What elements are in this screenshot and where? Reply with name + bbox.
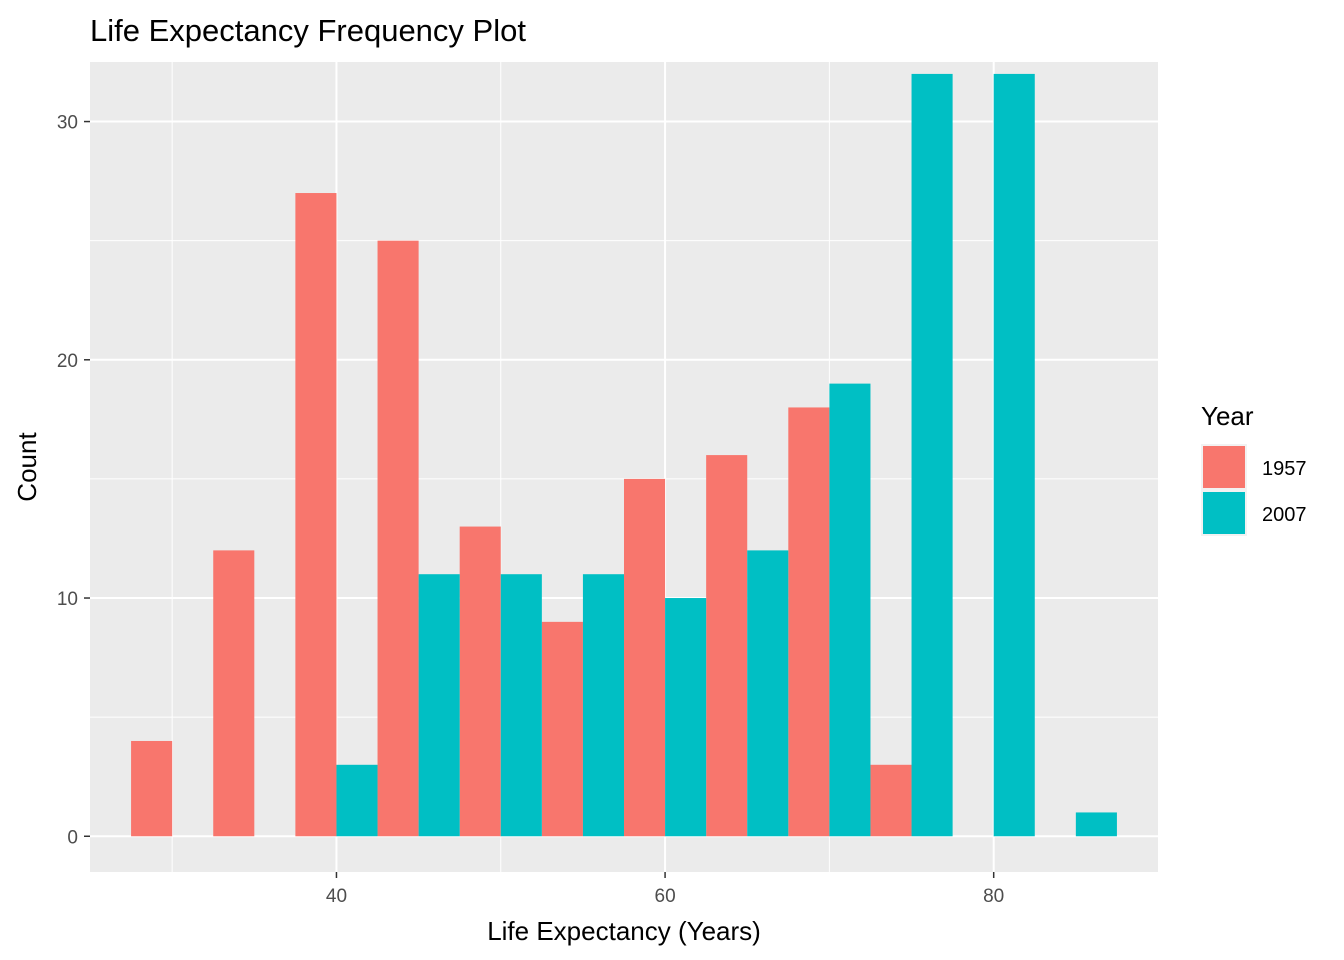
bars: [131, 73, 1117, 837]
bar-1957: [459, 526, 501, 837]
x-tick-label: 80: [983, 886, 1004, 907]
bar-1957: [624, 478, 666, 837]
bar-2007: [829, 383, 871, 837]
bar-2007: [336, 764, 378, 837]
x-tick-label: 60: [655, 886, 676, 907]
bar-2007: [500, 574, 542, 837]
bar-1957: [541, 621, 583, 837]
x-axis-title: Life Expectancy (Years): [487, 916, 761, 946]
bar-1957: [131, 740, 173, 837]
bar-2007: [582, 574, 624, 837]
bar-2007: [993, 73, 1035, 837]
x-tick-label: 40: [326, 886, 347, 907]
bar-1957: [788, 407, 830, 837]
bar-1957: [295, 193, 337, 837]
bar-2007: [665, 598, 707, 837]
bar-1957: [870, 764, 912, 837]
y-axis-ticks: 0 10 20 30: [57, 113, 90, 848]
legend-label-2007: 2007: [1262, 504, 1307, 526]
y-tick-label: 20: [57, 351, 78, 372]
bar-2007: [1075, 812, 1117, 837]
bar-1957: [213, 550, 255, 837]
legend-label-1957: 1957: [1262, 458, 1307, 480]
legend: Year 1957 2007: [1201, 401, 1307, 536]
legend-swatch-2007: [1203, 492, 1245, 534]
y-tick-label: 10: [57, 589, 78, 610]
y-axis-title: Count: [12, 432, 42, 502]
legend-swatch-1957: [1203, 446, 1245, 488]
chart-title: Life Expectancy Frequency Plot: [90, 13, 526, 48]
x-axis-ticks: 40 60 80: [326, 872, 1004, 907]
bar-2007: [911, 73, 953, 837]
bar-2007: [418, 574, 460, 837]
bar-2007: [747, 550, 789, 837]
y-tick-label: 30: [57, 113, 78, 134]
legend-title: Year: [1201, 401, 1254, 431]
bar-1957: [706, 455, 748, 837]
bar-1957: [377, 240, 419, 837]
y-tick-label: 0: [67, 827, 78, 848]
